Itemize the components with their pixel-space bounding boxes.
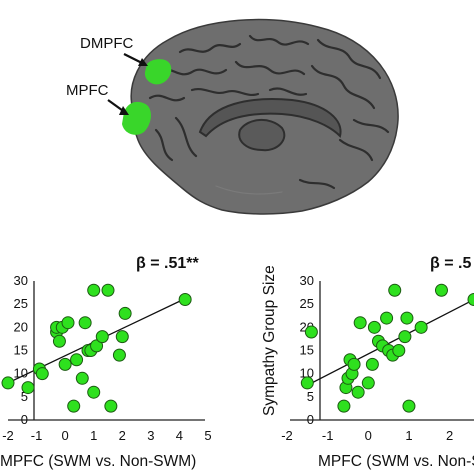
data-point	[87, 385, 101, 399]
x-tick-label: -2	[281, 428, 293, 443]
brain-medial-view: DMPFC MPFC	[66, 18, 399, 215]
data-point	[78, 316, 92, 330]
y-tick-label: 10	[300, 366, 314, 381]
data-point	[392, 344, 406, 357]
x-tick-label: 0	[365, 428, 372, 443]
data-point	[388, 283, 402, 297]
x-tick-label: -1	[31, 428, 43, 443]
data-point	[87, 283, 101, 297]
data-point	[67, 399, 81, 413]
beta-annotation: β = .5	[430, 255, 471, 272]
y-tick-label: 30	[14, 273, 28, 288]
data-point	[402, 399, 416, 413]
x-tick-label: 2	[119, 428, 126, 443]
data-point	[90, 339, 104, 353]
data-point	[52, 334, 66, 348]
data-point	[75, 371, 89, 385]
data-point	[434, 283, 448, 297]
data-point	[400, 311, 414, 325]
x-axis-title: MPFC (SWM vs. Non-SWM)	[0, 453, 196, 470]
y-tick-label: 10	[14, 366, 28, 381]
data-point	[178, 293, 192, 307]
y-tick-label: 25	[14, 296, 28, 311]
x-tick-label: 4	[176, 428, 183, 443]
data-point	[35, 367, 49, 381]
y-tick-label: 5	[21, 389, 28, 404]
x-tick-label: 1	[405, 428, 412, 443]
x-tick-label: 1	[90, 428, 97, 443]
data-point	[300, 376, 314, 390]
data-point	[112, 348, 126, 362]
data-point	[21, 381, 35, 395]
dmpfc-label: DMPFC	[80, 35, 133, 52]
data-point	[361, 376, 375, 390]
data-point	[365, 357, 379, 371]
x-tick-label: -1	[322, 428, 334, 443]
beta-annotation: β = .51**	[136, 255, 199, 272]
y-tick-label: 20	[14, 319, 28, 334]
y-tick-label: 30	[300, 273, 314, 288]
x-tick-label: 2	[446, 428, 453, 443]
data-point	[115, 330, 129, 344]
data-point	[367, 320, 381, 334]
y-axis-title: Sympathy Group Size	[261, 265, 278, 416]
data-point	[353, 316, 367, 330]
data-point	[104, 399, 118, 413]
data-point	[467, 293, 474, 307]
data-point	[95, 330, 109, 344]
x-tick-label: 3	[147, 428, 154, 443]
thalamus	[238, 119, 286, 152]
y-tick-label: 0	[307, 412, 314, 427]
corpus-callosum	[198, 98, 342, 138]
x-tick-label: 5	[204, 428, 211, 443]
mpfc-arrow	[107, 99, 129, 115]
regression-line	[307, 298, 474, 386]
data-point	[1, 376, 15, 390]
data-point	[101, 283, 115, 297]
data-point	[414, 320, 428, 334]
y-tick-label: 15	[300, 343, 314, 358]
data-point	[380, 311, 394, 325]
dmpfc-region	[144, 59, 172, 85]
x-axis-title: MPFC (SWM vs. Non-S	[318, 453, 474, 470]
data-point	[118, 306, 132, 320]
data-point	[61, 316, 75, 330]
mpfc-label: MPFC	[66, 82, 109, 99]
dmpfc-arrow	[123, 53, 148, 66]
y-tick-label: 5	[307, 389, 314, 404]
data-point	[351, 385, 365, 399]
data-point	[70, 353, 84, 367]
brain-gyri	[148, 34, 390, 195]
data-point	[58, 357, 72, 371]
x-tick-label: -2	[2, 428, 14, 443]
brain-hemisphere	[130, 18, 399, 215]
data-point	[398, 330, 412, 344]
y-tick-label: 15	[14, 343, 28, 358]
data-point	[347, 357, 361, 371]
y-tick-label: 25	[300, 296, 314, 311]
x-tick-label: 0	[62, 428, 69, 443]
y-tick-label: 0	[21, 412, 28, 427]
data-point	[337, 399, 351, 413]
data-point	[304, 325, 318, 339]
mpfc-region	[122, 101, 151, 135]
